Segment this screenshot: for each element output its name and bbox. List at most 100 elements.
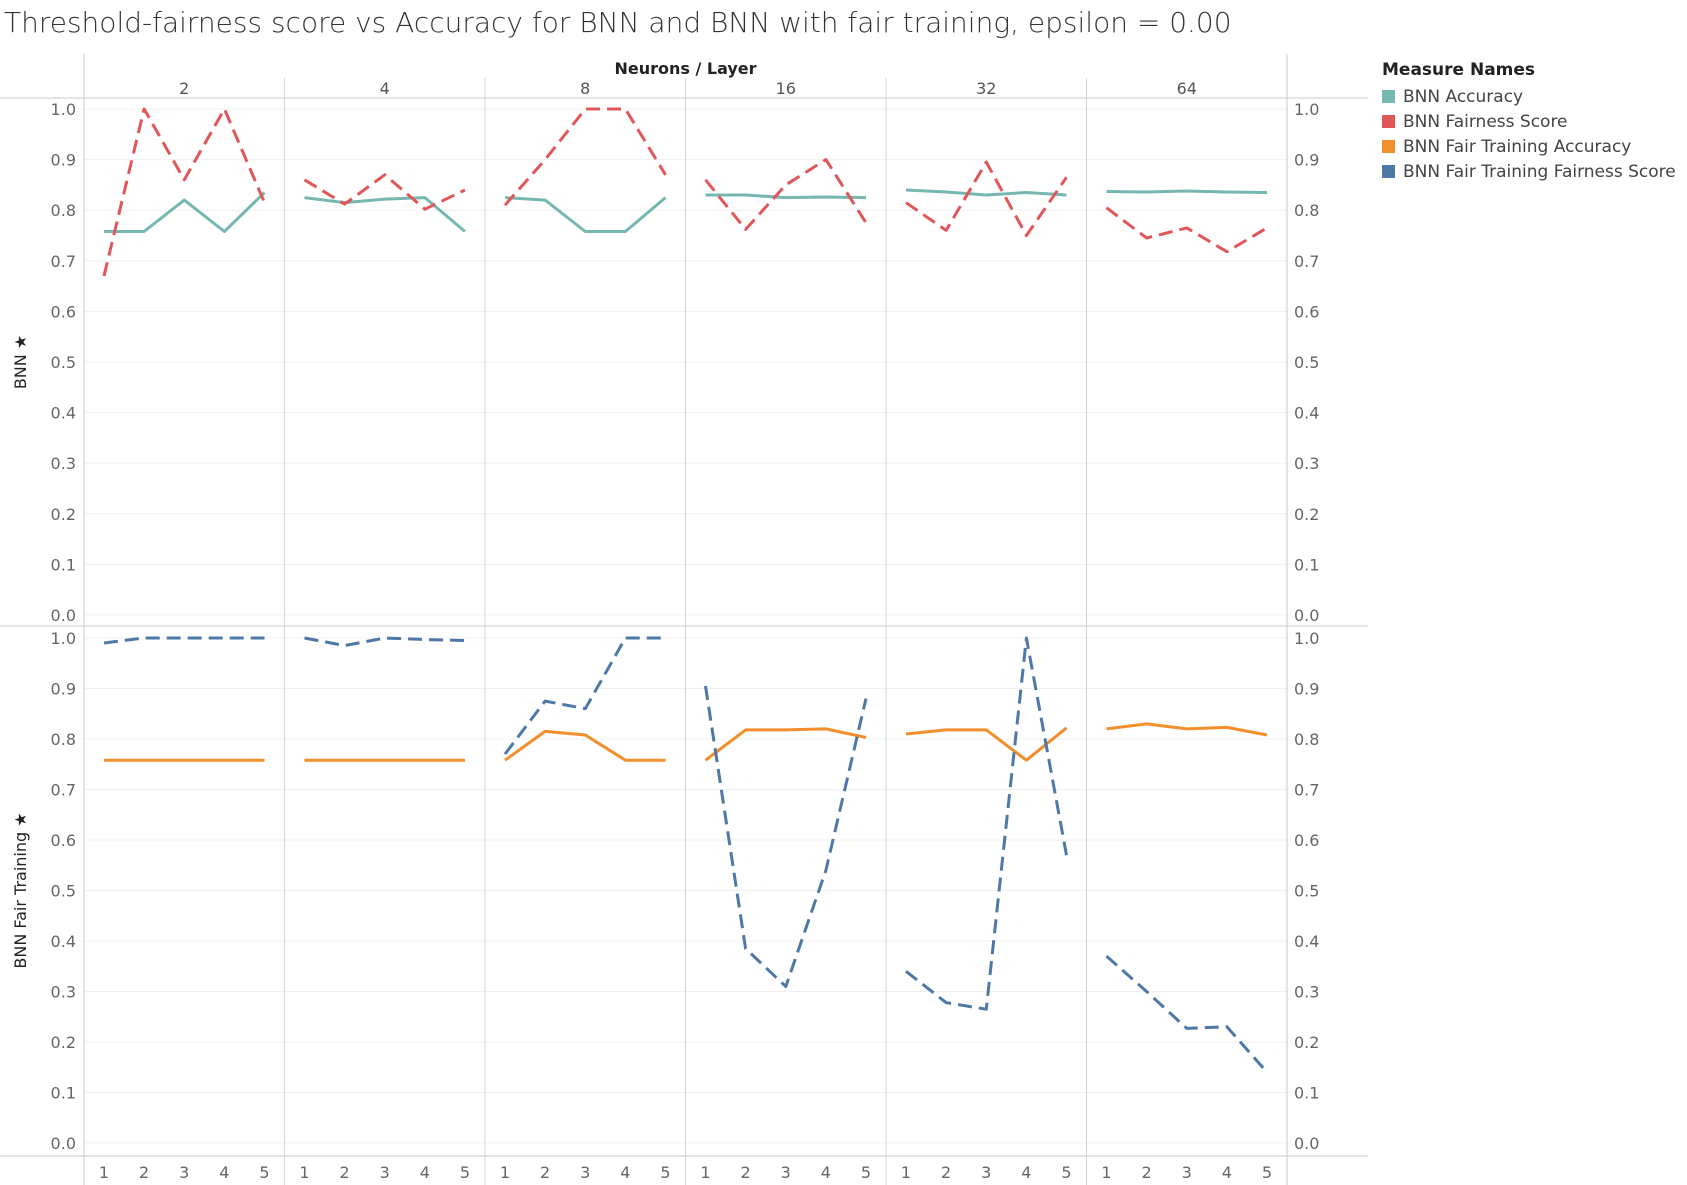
column-label: 8 [580, 79, 590, 98]
y-tick-label-left: 0.5 [51, 882, 76, 901]
y-tick-label-right: 0.4 [1294, 404, 1319, 423]
series-line-bnn-fairness-score [102, 107, 266, 277]
y-tick-label-right: 0.8 [1294, 730, 1319, 749]
y-tick-label-right: 0.5 [1294, 353, 1319, 372]
x-tick-label: 3 [981, 1163, 991, 1182]
y-tick-label-right: 0.9 [1294, 151, 1319, 170]
series-line-bnn-accuracy [705, 193, 867, 200]
legend-label: BNN Accuracy [1403, 86, 1524, 107]
series-line-bnn-fairness-score [303, 173, 466, 211]
column-label: 2 [179, 79, 189, 98]
series-line-bnn-fair-training-accuracy [704, 727, 867, 762]
legend-label: BNN Fair Training Accuracy [1403, 136, 1632, 157]
series-line-bnn-fairness-score [704, 158, 868, 231]
y-tick-label-left: 0.7 [51, 252, 76, 271]
series-line-bnn-fair-training-fairness-score [503, 636, 666, 756]
x-tick-label: 4 [420, 1163, 430, 1182]
legend-swatch [1382, 115, 1395, 128]
column-header-title: Neurons / Layer [614, 59, 756, 78]
legend-item-bnn-fairness-score[interactable]: BNN Fairness Score [1382, 109, 1676, 134]
legend-item-bnn-fair-training-accuracy[interactable]: BNN Fair Training Accuracy [1382, 134, 1676, 159]
series-line-bnn-fair-training-accuracy [504, 729, 666, 762]
y-tick-label-left: 0.7 [51, 781, 76, 800]
y-tick-label-right: 0.7 [1294, 781, 1319, 800]
x-tick-label: 5 [259, 1163, 269, 1182]
series-line-bnn-fair-training-fairness-score [704, 685, 868, 988]
x-tick-label: 1 [700, 1163, 710, 1182]
x-tick-label: 3 [781, 1163, 791, 1182]
legend-title: Measure Names [1382, 60, 1536, 80]
x-tick-label: 2 [741, 1163, 751, 1182]
y-tick-label-left: 0.8 [51, 730, 76, 749]
x-tick-label: 5 [460, 1163, 470, 1182]
series-line-bnn-accuracy [104, 191, 266, 233]
x-tick-label: 3 [1182, 1163, 1192, 1182]
x-tick-label: 1 [299, 1163, 309, 1182]
series-line-bnn-fair-training-fairness-score [103, 636, 265, 645]
x-tick-label: 1 [901, 1163, 911, 1182]
column-label: 32 [976, 79, 996, 98]
legend-item-bnn-fair-training-fairness-score[interactable]: BNN Fair Training Fairness Score [1382, 159, 1676, 184]
y-tick-label-right: 0.0 [1294, 606, 1319, 625]
legend-label: BNN Fairness Score [1403, 111, 1568, 132]
x-tick-label: 2 [540, 1163, 550, 1182]
y-tick-label-right: 0.1 [1294, 555, 1319, 574]
y-tick-label-right: 0.2 [1294, 505, 1319, 524]
x-tick-label: 3 [380, 1163, 390, 1182]
y-tick-label-right: 0.8 [1294, 201, 1319, 220]
y-tick-label-right: 1.0 [1294, 629, 1319, 648]
x-tick-label: 2 [941, 1163, 951, 1182]
y-tick-label-left: 0.0 [51, 1134, 76, 1153]
y-tick-label-right: 0.7 [1294, 252, 1319, 271]
y-tick-label-right: 0.9 [1294, 680, 1319, 699]
series-line-bnn-fairness-score [1105, 206, 1268, 254]
series-line-bnn-accuracy [504, 196, 667, 233]
y-tick-label-right: 0.2 [1294, 1033, 1319, 1052]
legend-swatch [1382, 90, 1395, 103]
series-line-bnn-accuracy [304, 196, 466, 233]
y-tick-label-left: 0.5 [51, 353, 76, 372]
x-tick-label: 4 [821, 1163, 831, 1182]
series-line-bnn-fair-training-fairness-score [905, 636, 1068, 1011]
y-tick-label-left: 1.0 [51, 100, 76, 119]
legend-item-bnn-accuracy[interactable]: BNN Accuracy [1382, 84, 1676, 109]
column-label: 4 [380, 79, 390, 98]
x-tick-label: 3 [580, 1163, 590, 1182]
y-tick-label-right: 0.1 [1294, 1084, 1319, 1103]
y-tick-label-left: 0.4 [51, 404, 76, 423]
y-tick-label-left: 0.9 [51, 151, 76, 170]
x-tick-label: 4 [1222, 1163, 1232, 1182]
y-tick-label-left: 0.3 [51, 983, 76, 1002]
y-tick-label-right: 0.4 [1294, 932, 1319, 951]
y-tick-label-right: 0.3 [1294, 454, 1319, 473]
legend: Measure Names BNN Accuracy BNN Fairness … [1382, 60, 1676, 184]
y-tick-label-left: 0.1 [51, 555, 76, 574]
y-tick-label-left: 0.2 [51, 505, 76, 524]
x-tick-label: 2 [340, 1163, 350, 1182]
x-tick-label: 2 [139, 1163, 149, 1182]
series-line-bnn-accuracy [905, 188, 1067, 197]
series-line-bnn-fairness-score [905, 160, 1068, 237]
y-tick-label-left: 0.0 [51, 606, 76, 625]
x-tick-label: 1 [99, 1163, 109, 1182]
y-tick-label-left: 0.8 [51, 201, 76, 220]
x-tick-label: 4 [1021, 1163, 1031, 1182]
y-tick-label-right: 1.0 [1294, 100, 1319, 119]
legend-swatch [1382, 140, 1395, 153]
series-line-bnn-fair-training-accuracy [1106, 722, 1268, 737]
y-tick-label-right: 0.5 [1294, 882, 1319, 901]
y-tick-label-left: 0.4 [51, 932, 76, 951]
column-label: 16 [776, 79, 796, 98]
series-line-bnn-fair-training-fairness-score [1105, 954, 1269, 1074]
series-line-bnn-fairness-score [503, 107, 667, 207]
series-line-bnn-fair-training-fairness-score [304, 636, 466, 648]
x-tick-label: 5 [1262, 1163, 1272, 1182]
y-tick-label-right: 0.3 [1294, 983, 1319, 1002]
y-tick-label-right: 0.0 [1294, 1134, 1319, 1153]
chart-title: Threshold-fairness score vs Accuracy for… [4, 6, 1232, 39]
x-tick-label: 5 [861, 1163, 871, 1182]
x-tick-label: 4 [219, 1163, 229, 1182]
y-tick-label-right: 0.6 [1294, 302, 1319, 321]
y-tick-label-left: 0.1 [51, 1084, 76, 1103]
column-label: 64 [1177, 79, 1197, 98]
